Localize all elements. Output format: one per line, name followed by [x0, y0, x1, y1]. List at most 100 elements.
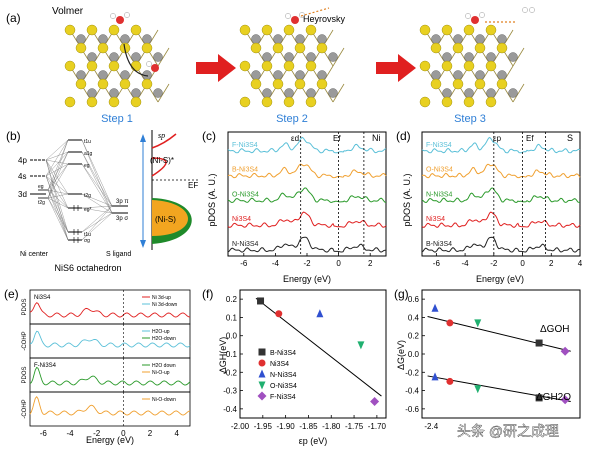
s-atom	[130, 24, 142, 36]
row-curve	[29, 330, 191, 348]
o-atom	[471, 16, 479, 24]
x-tick-label: -4	[272, 259, 280, 268]
s-atom	[441, 60, 453, 72]
data-point-OH	[560, 346, 570, 356]
x-tick-label: -1.75	[345, 422, 364, 431]
s-atom	[86, 96, 98, 108]
row-curve	[29, 366, 191, 386]
element-s-label: S	[567, 133, 573, 143]
s-atom	[261, 60, 273, 72]
h-atom	[110, 13, 116, 19]
legend-label: O-Ni3S4	[270, 383, 297, 390]
ni-atom	[142, 34, 152, 44]
ni-atom	[120, 70, 130, 80]
data-point-H2O	[560, 395, 570, 405]
series-label: O-Ni3S4	[232, 191, 259, 198]
y-tick-label: 0.4	[408, 313, 420, 322]
s-atom	[430, 78, 442, 90]
series-label: F-Ni3S4	[232, 142, 258, 149]
panel-f-label: (f)	[202, 287, 213, 301]
x-tick-label: -1.80	[322, 422, 341, 431]
panel-e-row	[29, 391, 191, 427]
t2g-label: t2g	[38, 200, 45, 206]
dos-curve-3	[227, 187, 387, 203]
dos-curve-1	[227, 136, 387, 154]
volmer-label: Volmer	[52, 6, 84, 17]
step3-label: Step 3	[454, 113, 486, 125]
ni-atom	[508, 52, 518, 62]
x-tick-label: -1.70	[368, 422, 387, 431]
mo-a1g: a1g	[84, 151, 93, 157]
step1-label: Step 1	[101, 113, 133, 125]
s-atom	[97, 78, 109, 90]
ni-atom	[475, 70, 485, 80]
row-ylabel: -COHP	[22, 399, 28, 418]
x-tick-label: -2	[303, 259, 311, 268]
panel-b-label: (b)	[6, 129, 21, 143]
x-tick-label: -1.90	[277, 422, 296, 431]
ni-atom	[453, 34, 463, 44]
x-tick-label: -4	[462, 259, 470, 268]
mo-t2g: t2g	[84, 193, 91, 199]
row-curve	[29, 395, 191, 416]
s-atom	[305, 96, 317, 108]
legend-marker	[258, 369, 266, 378]
ni-atom	[486, 88, 496, 98]
row-tag: F-Ni3S4	[34, 363, 57, 369]
s-atom	[294, 42, 306, 54]
panel-f-xlabel: εp (eV)	[299, 436, 328, 446]
x-tick-label: -2	[490, 259, 498, 268]
s-atom	[141, 42, 153, 54]
series-label: B-Ni3S4	[426, 241, 452, 248]
y-tick-label: -0.2	[223, 368, 237, 377]
s-atom	[441, 96, 453, 108]
panel-e-xlabel: Energy (eV)	[86, 435, 134, 445]
y-tick-label: 0.0	[226, 332, 238, 341]
panel-c-ylabel: pDOS (A. U.)	[207, 173, 217, 226]
ni-atom	[295, 70, 305, 80]
legend-marker	[257, 391, 267, 401]
x-tick-label: -1.85	[299, 422, 318, 431]
s-atom	[272, 42, 284, 54]
s-atom	[452, 42, 464, 54]
data-point-F-Ni3S4	[370, 397, 380, 407]
panel-c-xlabel: Energy (eV)	[283, 274, 331, 284]
h-atom	[465, 13, 471, 19]
s-atom	[75, 42, 87, 54]
ni-atom	[87, 88, 97, 98]
mo-eg: eg	[84, 163, 90, 169]
ni-atom	[153, 88, 163, 98]
data-point-H2O	[431, 372, 439, 381]
step2-label: Step 2	[276, 113, 308, 125]
data-point-OH	[431, 303, 439, 312]
data-point-H2O	[446, 377, 454, 385]
mo-t1u-low: t1u	[84, 232, 91, 238]
s-atom	[294, 78, 306, 90]
x-tick-label: 4	[578, 259, 583, 268]
x-tick-label: -1.95	[254, 422, 273, 431]
s-atom	[250, 78, 262, 90]
ni-atom	[486, 52, 496, 62]
o-atom	[116, 16, 124, 24]
legend-label: Ni3S4	[270, 361, 289, 368]
data-point-OH	[474, 319, 482, 328]
x-tick-label: 2	[368, 259, 373, 268]
legend-label: H2O-down	[152, 336, 176, 342]
row-ylabel: PDOS	[22, 298, 28, 315]
data-point-Ni3S4	[275, 310, 283, 318]
s-atom	[283, 24, 295, 36]
h-atom	[299, 12, 305, 18]
s-atom	[474, 78, 486, 90]
panel-d: (d) F-Ni3S4 O-Ni3S4 N-Ni3S4 Ni3S4 B-Ni3S4 pD…	[396, 129, 583, 284]
ni-atom	[262, 52, 272, 62]
ni-atom	[328, 52, 338, 62]
s-atom	[463, 60, 475, 72]
dos-curve-1	[421, 136, 581, 154]
legend-label: Ni 3d-up	[152, 295, 171, 301]
x-tick-label: 4	[174, 429, 179, 438]
x-tick-label: 0	[121, 429, 126, 438]
ni-atom	[442, 52, 452, 62]
x-tick-label: 2	[549, 259, 554, 268]
